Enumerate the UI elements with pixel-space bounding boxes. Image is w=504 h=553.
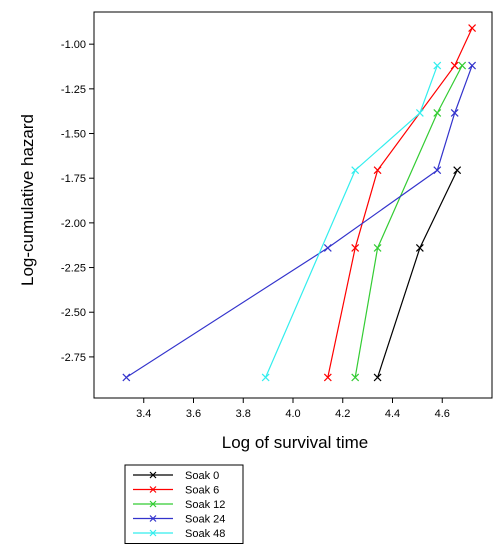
legend-label-soak-6: Soak 6 — [185, 485, 219, 497]
y-tick-label: -1.00 — [61, 39, 86, 51]
data-point-soak-24 — [468, 61, 477, 70]
data-point-soak-12 — [458, 61, 467, 70]
y-tick-label: -2.50 — [61, 307, 86, 319]
legend-label-soak-24: Soak 24 — [185, 514, 225, 526]
legend-marker-soak-12 — [149, 500, 157, 508]
data-point-soak-6 — [351, 243, 360, 252]
data-point-soak-0 — [373, 373, 382, 382]
data-point-soak-24 — [323, 243, 332, 252]
data-point-soak-6 — [373, 166, 382, 175]
x-tick-label: 3.6 — [186, 408, 201, 420]
data-point-soak-48 — [433, 61, 442, 70]
y-tick-label: -2.75 — [61, 352, 86, 364]
data-point-soak-48 — [415, 109, 424, 117]
y-tick-label: -1.75 — [61, 173, 86, 185]
data-point-soak-6 — [450, 61, 459, 70]
data-point-soak-24 — [122, 373, 131, 382]
x-tick-label: 4.0 — [285, 408, 300, 420]
legend-marker-soak-48 — [149, 529, 157, 537]
data-point-soak-6 — [468, 24, 477, 33]
x-tick-label: 4.6 — [435, 408, 450, 420]
series-soak-6 — [323, 24, 477, 382]
legend-label-soak-12: Soak 12 — [185, 499, 225, 511]
series-line-soak-48 — [265, 65, 438, 378]
legend-marker-soak-24 — [149, 515, 157, 522]
data-point-soak-24 — [450, 109, 459, 117]
data-point-soak-0 — [415, 243, 424, 252]
x-tick-label: 3.4 — [136, 408, 151, 420]
plot-frame — [93, 11, 493, 399]
data-point-soak-48 — [261, 373, 270, 382]
legend-label-soak-0: Soak 0 — [185, 470, 219, 482]
series-soak-24 — [122, 61, 477, 382]
y-tick-label: -2.25 — [61, 263, 86, 275]
series-line-soak-12 — [354, 65, 463, 378]
x-axis-title: Log of survival time — [222, 433, 368, 452]
data-point-soak-12 — [433, 109, 442, 117]
legend-marker-soak-0 — [149, 471, 157, 479]
x-tick-label: 4.2 — [335, 408, 350, 420]
x-tick-label: 4.4 — [385, 408, 400, 420]
data-point-soak-12 — [373, 243, 382, 252]
data-point-soak-0 — [453, 166, 462, 175]
data-point-soak-12 — [351, 373, 360, 382]
y-tick-label: -1.50 — [61, 129, 86, 141]
x-tick-label: 3.8 — [236, 408, 251, 420]
legend-label-soak-48: Soak 48 — [185, 528, 225, 540]
y-tick-label: -1.25 — [61, 84, 86, 96]
series-line-soak-0 — [377, 169, 458, 378]
series-soak-0 — [373, 166, 462, 382]
data-point-soak-24 — [433, 166, 442, 175]
series-soak-12 — [351, 61, 467, 382]
legend-marker-soak-6 — [149, 486, 157, 493]
data-point-soak-48 — [351, 166, 360, 175]
series-soak-48 — [261, 61, 442, 382]
data-point-soak-6 — [323, 373, 332, 382]
y-tick-label: -2.00 — [61, 218, 86, 230]
series-line-soak-6 — [327, 27, 473, 378]
legend: Soak 0 Soak 6 Soak 12 Soak 24 Soak 48 — [124, 464, 244, 544]
y-axis-title: Log-cumulative hazard — [18, 114, 37, 286]
